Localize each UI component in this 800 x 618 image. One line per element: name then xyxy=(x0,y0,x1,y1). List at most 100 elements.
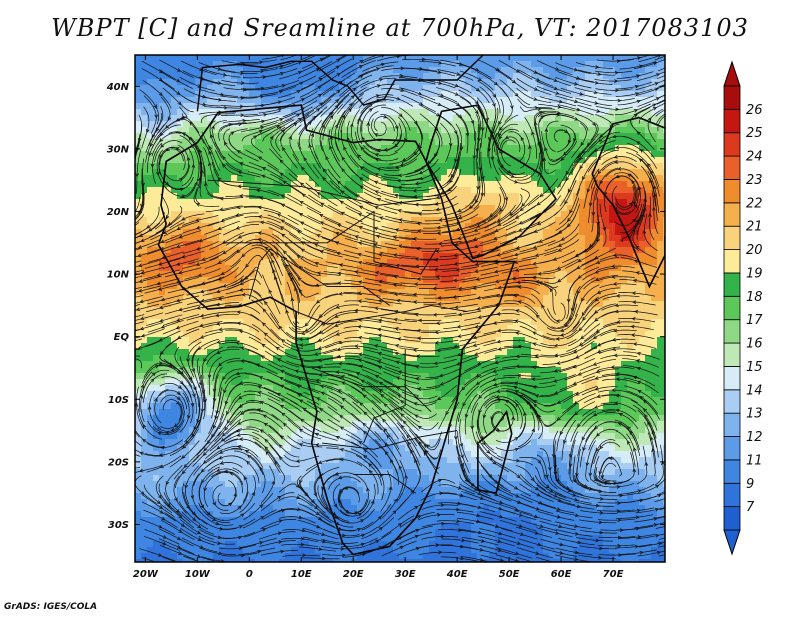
field-cell xyxy=(357,133,364,140)
field-cell xyxy=(537,277,544,284)
field-cell xyxy=(609,289,616,296)
field-cell xyxy=(171,121,178,128)
field-cell xyxy=(351,181,358,188)
field-cell xyxy=(411,175,418,182)
field-cell xyxy=(627,289,634,296)
field-cell xyxy=(525,259,532,266)
field-cell xyxy=(459,127,466,134)
field-cell xyxy=(579,151,586,158)
field-cell xyxy=(387,127,394,134)
field-cell xyxy=(273,331,280,338)
field-cell xyxy=(579,259,586,266)
field-cell xyxy=(471,97,478,104)
field-cell xyxy=(171,253,178,260)
field-cell xyxy=(483,73,490,80)
field-cell xyxy=(417,313,424,320)
field-cell xyxy=(369,61,376,68)
field-cell xyxy=(249,55,256,62)
field-cell xyxy=(345,229,352,236)
field-cell xyxy=(447,241,454,248)
field-cell xyxy=(333,361,340,368)
field-cell xyxy=(657,229,664,236)
field-cell xyxy=(225,121,232,128)
field-cell xyxy=(345,313,352,320)
field-cell xyxy=(489,313,496,320)
field-cell xyxy=(549,217,556,224)
field-cell xyxy=(447,349,454,356)
field-cell xyxy=(423,199,430,206)
field-cell xyxy=(519,151,526,158)
field-cell xyxy=(255,253,262,260)
field-cell xyxy=(489,187,496,194)
field-cell xyxy=(153,181,160,188)
field-cell xyxy=(591,241,598,248)
field-cell xyxy=(567,103,574,110)
field-cell xyxy=(351,331,358,338)
field-cell xyxy=(255,181,262,188)
field-cell xyxy=(417,163,424,170)
field-cell xyxy=(477,361,484,368)
field-cell xyxy=(369,241,376,248)
field-cell xyxy=(573,187,580,194)
field-cell xyxy=(483,61,490,68)
field-cell xyxy=(369,109,376,116)
field-cell xyxy=(615,79,622,86)
field-cell xyxy=(591,127,598,134)
field-cell xyxy=(309,277,316,284)
field-cell xyxy=(267,337,274,344)
field-cell xyxy=(357,169,364,176)
field-cell xyxy=(363,355,370,362)
field-cell xyxy=(231,187,238,194)
field-cell xyxy=(201,205,208,212)
field-cell xyxy=(279,313,286,320)
field-cell xyxy=(657,139,664,146)
field-cell xyxy=(477,61,484,68)
field-cell xyxy=(261,337,268,344)
field-cell xyxy=(495,325,502,332)
field-cell xyxy=(603,313,610,320)
field-cell xyxy=(507,199,514,206)
field-cell xyxy=(597,163,604,170)
field-cell xyxy=(591,145,598,152)
field-cell xyxy=(381,229,388,236)
field-cell xyxy=(147,361,154,368)
field-cell xyxy=(627,253,634,260)
field-cell xyxy=(615,97,622,104)
field-cell xyxy=(633,283,640,290)
field-cell xyxy=(315,55,322,62)
field-cell xyxy=(615,259,622,266)
field-cell xyxy=(663,163,665,170)
field-cell xyxy=(177,199,184,206)
field-cell xyxy=(405,349,412,356)
field-cell xyxy=(507,73,514,80)
field-cell xyxy=(201,211,208,218)
field-cell xyxy=(483,67,490,74)
field-cell xyxy=(225,223,232,230)
field-cell xyxy=(585,307,592,314)
field-cell xyxy=(603,103,610,110)
field-cell xyxy=(621,247,628,254)
field-cell xyxy=(219,193,226,200)
field-cell xyxy=(489,307,496,314)
field-cell xyxy=(519,217,526,224)
field-cell xyxy=(321,247,328,254)
field-cell xyxy=(639,79,646,86)
field-cell xyxy=(363,343,370,350)
field-cell xyxy=(615,313,622,320)
field-cell xyxy=(651,85,658,92)
field-cell xyxy=(303,109,310,116)
field-cell xyxy=(357,61,364,68)
field-cell xyxy=(201,325,208,332)
field-cell xyxy=(195,163,202,170)
field-cell xyxy=(225,55,232,62)
field-cell xyxy=(177,55,184,62)
field-cell xyxy=(363,133,370,140)
field-cell xyxy=(273,211,280,218)
field-cell xyxy=(465,97,472,104)
field-cell xyxy=(621,193,628,200)
field-cell xyxy=(357,145,364,152)
field-cell xyxy=(573,151,580,158)
field-cell xyxy=(585,97,592,104)
field-cell xyxy=(303,151,310,158)
field-cell xyxy=(651,145,658,152)
